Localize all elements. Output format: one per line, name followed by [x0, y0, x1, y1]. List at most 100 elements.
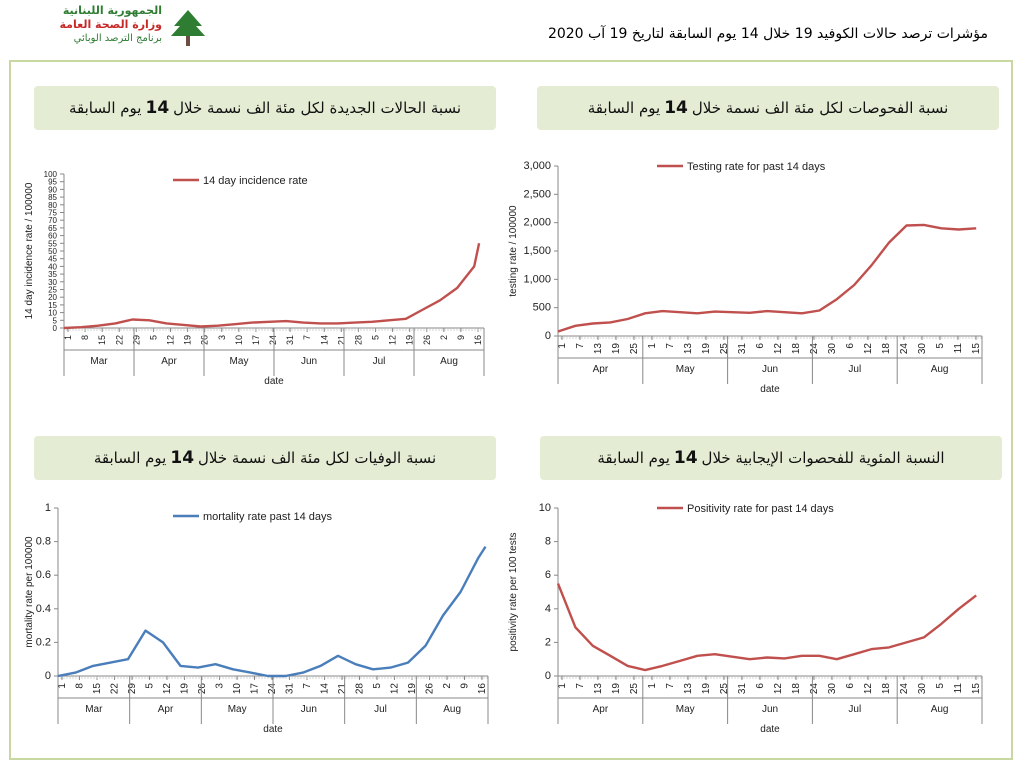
x-tick-label: 1 — [557, 343, 568, 349]
y-tick-label: 0 — [545, 670, 551, 682]
x-tick-label: 19 — [183, 335, 193, 345]
x-tick-label: 25 — [629, 343, 640, 355]
month-label: Jun — [762, 704, 778, 715]
x-tick-label: 30 — [917, 683, 928, 695]
y-tick-label: 0.4 — [36, 603, 51, 615]
x-tick-label: 19 — [180, 683, 191, 695]
x-tick-label: 3 — [215, 683, 226, 689]
x-tick-label: 24 — [899, 343, 910, 355]
x-tick-label: 2 — [439, 335, 449, 340]
x-tick-label: 6 — [755, 343, 766, 349]
y-tick-label: 70 — [48, 216, 57, 225]
x-tick-label: 25 — [629, 683, 640, 695]
month-label: Apr — [158, 704, 174, 715]
month-label: Aug — [931, 704, 949, 715]
y-tick-label: 1,000 — [523, 273, 551, 285]
y-tick-label: 80 — [48, 201, 57, 210]
cedar-icon — [171, 10, 205, 46]
logo-line-1: الجمهورية اللبنانية — [62, 4, 162, 17]
y-tick-label: 20 — [48, 293, 57, 302]
x-tick-label: 19 — [701, 343, 712, 355]
header-mortality-text: نسبة الوفيات لكل مئة الف نسمة خلال — [198, 449, 437, 467]
testing-chart: 0 500 1,000 1,500 2,000 2,500 3,000 1 7 13 19 25 1 7 1… — [508, 160, 983, 395]
series-line — [556, 583, 977, 672]
x-tick-label: 28 — [355, 683, 366, 695]
x-tick-label: 1 — [647, 683, 658, 689]
x-tick-label: 26 — [200, 335, 210, 345]
month-label: Jun — [762, 364, 778, 375]
month-label: Apr — [161, 356, 177, 367]
x-tick-label: 19 — [701, 683, 712, 695]
x-tick-label: 29 — [131, 335, 141, 345]
header-testing: نسبة الفحوصات لكل مئة الف نسمة خلال 14 ي… — [537, 86, 999, 130]
y-tick-label: 60 — [48, 232, 57, 241]
incidence-chart: 0510152025303540455055606570758085909510… — [24, 170, 485, 387]
x-tick-label: 12 — [863, 683, 874, 695]
x-tick-label: 15 — [92, 683, 103, 695]
x-tick-label: 24 — [268, 335, 278, 345]
month-label: May — [676, 364, 695, 375]
x-tick-label: 13 — [683, 343, 694, 355]
month-label: Jul — [848, 364, 861, 375]
y-tick-label: 25 — [48, 286, 57, 295]
x-tick-label: 26 — [197, 683, 208, 695]
month-label: Apr — [593, 704, 609, 715]
x-tick-label: 5 — [371, 335, 381, 340]
x-tick-label: 31 — [285, 683, 296, 695]
mortality-chart: 00.20.40.60.8118152229512192631017243171… — [24, 502, 489, 735]
x-tick-label: 6 — [845, 683, 856, 689]
x-tick-label: 13 — [593, 683, 604, 695]
y-tick-label: 0.6 — [36, 569, 51, 581]
x-tick-label: 31 — [737, 683, 748, 695]
x-tick-label: 1 — [647, 343, 658, 349]
y-tick-label: 75 — [48, 209, 57, 218]
y-tick-label: 10 — [48, 309, 57, 318]
y-tick-label: 85 — [48, 193, 57, 202]
month-label: Jul — [374, 704, 387, 715]
x-tick-label: 12 — [773, 343, 784, 355]
x-tick-label: 25 — [719, 343, 730, 355]
x-tick-label: 7 — [302, 335, 312, 340]
header-positivity-num: 14 — [673, 448, 698, 468]
header-incidence-num: 14 — [145, 98, 170, 118]
x-tick-label: 17 — [250, 683, 261, 695]
y-tick-label: 95 — [48, 178, 57, 187]
legend-label: Testing rate for past 14 days — [687, 161, 826, 173]
x-tick-label: 21 — [336, 335, 346, 345]
x-tick-label: 14 — [319, 335, 329, 345]
legend-label: 14 day incidence rate — [203, 175, 308, 187]
x-tick-label: 18 — [881, 343, 892, 355]
month-label: Jul — [373, 356, 386, 367]
x-tick-label: 29 — [127, 683, 138, 695]
y-tick-label: 8 — [545, 536, 551, 548]
x-tick-label: 5 — [145, 683, 156, 689]
x-tick-label: 26 — [422, 335, 432, 345]
month-label: Aug — [443, 704, 461, 715]
y-tick-label: 0 — [53, 324, 58, 333]
x-tick-label: 24 — [809, 343, 820, 355]
header-mortality: نسبة الوفيات لكل مئة الف نسمة خلال 14 يو… — [34, 436, 496, 480]
x-tick-label: 9 — [456, 335, 466, 340]
x-tick-label: 11 — [953, 683, 964, 694]
y-tick-label: 2 — [545, 636, 551, 648]
x-tick-label: 21 — [337, 683, 348, 695]
y-tick-label: 4 — [545, 603, 551, 615]
y-tick-label: 45 — [48, 255, 57, 264]
x-tick-label: 5 — [148, 335, 158, 340]
x-tick-label: 12 — [388, 335, 398, 345]
x-tick-label: 15 — [97, 335, 107, 345]
series-line — [57, 545, 487, 678]
x-axis-title: date — [264, 376, 284, 387]
month-label: Aug — [931, 364, 949, 375]
x-tick-label: 11 — [953, 343, 964, 354]
x-tick-label: 7 — [575, 343, 586, 349]
y-tick-label: 0 — [45, 670, 51, 682]
y-tick-label: 3,000 — [523, 160, 551, 172]
header-incidence: نسبة الحالات الجديدة لكل مئة الف نسمة خل… — [34, 86, 496, 130]
month-label: May — [676, 704, 695, 715]
x-tick-label: 31 — [737, 343, 748, 355]
header-testing-num: 14 — [664, 98, 688, 118]
x-tick-label: 12 — [166, 335, 176, 345]
x-tick-label: 8 — [75, 683, 86, 689]
x-tick-label: 19 — [611, 343, 622, 355]
